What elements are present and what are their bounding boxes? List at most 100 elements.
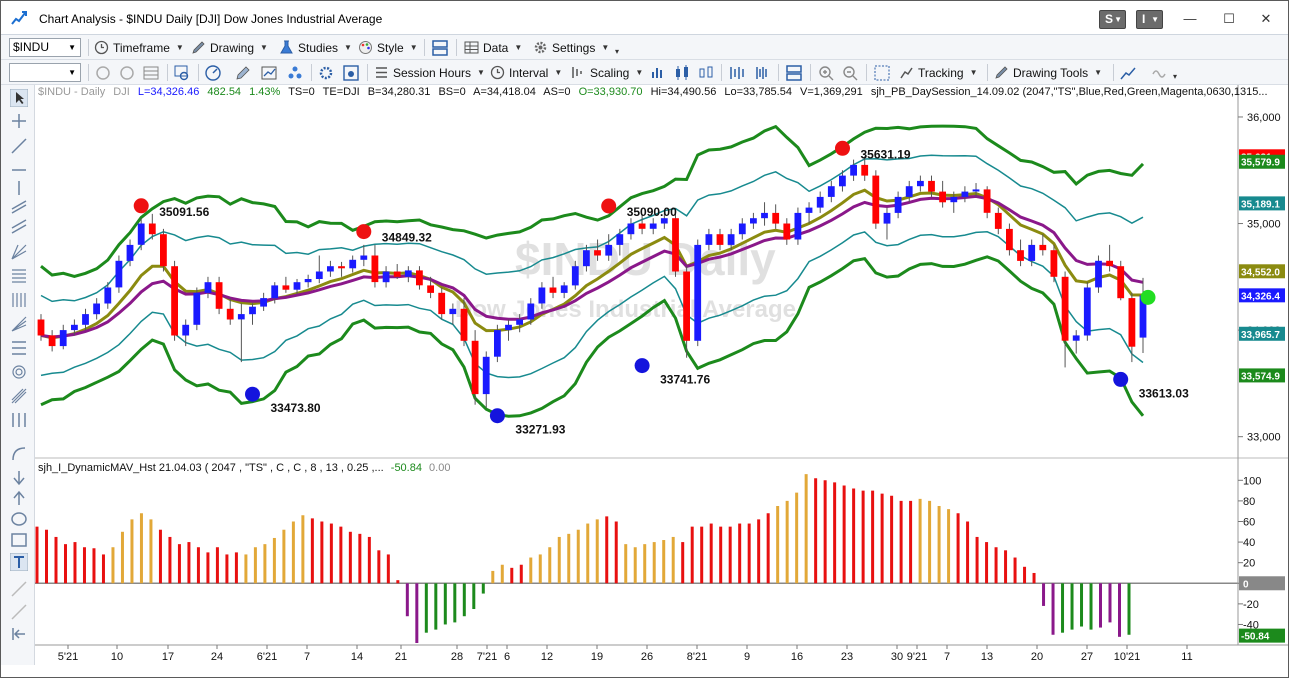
info-te: TE=DJI [322,86,360,98]
style-menu[interactable]: Style ▼ [358,38,418,57]
fibonacci-tool-icon[interactable] [10,267,28,285]
outer-band-lower [40,255,1145,418]
timeframe-menu[interactable]: Timeframe ▼ [94,38,184,57]
inner-band-upper [40,154,1144,303]
reload-icon[interactable] [118,64,136,82]
edit-drawing-icon[interactable] [234,64,252,82]
speed-lines-tool-icon[interactable] [10,411,28,429]
candle-body [505,324,512,331]
wave-icon[interactable] [1151,64,1169,82]
fib-vertical-tool-icon[interactable] [10,291,28,309]
speedometer-icon[interactable] [204,64,222,82]
crosshair-tool-icon[interactable] [10,112,28,130]
toolbar-overflow-icon[interactable]: ▾ [615,47,620,56]
panes-icon[interactable] [785,64,803,82]
arc-tool-icon[interactable] [10,445,28,463]
toolbar2-overflow-icon[interactable]: ▾ [1173,72,1178,81]
text-tool-icon[interactable] [10,553,28,571]
candle-body [605,244,613,256]
minimize-icon[interactable]: — [1183,11,1197,26]
symbol-link-s-button[interactable]: S ▼ [1099,10,1126,29]
vertical-line-tool-icon[interactable] [10,179,28,197]
window-settings-icon[interactable] [342,64,360,82]
arrow-down-tool-icon[interactable] [10,469,28,487]
drawing-tools-menu[interactable]: Drawing Tools ▼ [994,63,1102,82]
candle-body [338,266,345,269]
zoom-chart-icon[interactable] [173,64,191,82]
tracking-icon [900,67,913,79]
close-icon[interactable]: ✕ [1260,11,1272,26]
moving-average-slow [40,194,1144,339]
candle-body [82,314,89,325]
price-badge-label: 35,579.9 [1241,158,1280,169]
grid-icon[interactable] [142,64,160,82]
trend-chart-icon[interactable] [1119,64,1137,82]
candlestick-type-icon[interactable] [673,64,691,82]
candle-body [260,298,267,307]
bar-chart-type-icon[interactable] [649,64,667,82]
candle-body [438,292,446,315]
molecule-icon[interactable] [286,64,304,82]
fib-time-tool-icon[interactable] [10,339,28,357]
andrews-pitchfork-tool-icon[interactable] [10,387,28,405]
candle-body [1017,250,1024,261]
candle-body [204,282,212,293]
drawing-menu[interactable]: Drawing ▼ [191,38,268,57]
candle-body [683,271,690,341]
hollow-candle-icon[interactable] [697,64,715,82]
interval-clock-icon [490,65,505,80]
delete-drawing-icon[interactable] [10,603,28,621]
pencil-icon [192,41,205,54]
candle-body [1028,244,1036,261]
gann-tool-icon[interactable] [10,243,28,261]
zoom-in-icon[interactable] [817,64,835,82]
interval-link-i-button[interactable]: I ▼ [1136,10,1163,29]
date-tick-label: 12 [541,651,553,663]
refresh-icon[interactable] [94,64,112,82]
candle-body [471,340,479,395]
price-badge-label: 35,189.1 [1241,199,1280,210]
palette-icon [359,41,372,54]
symbol-combo[interactable]: $INDU ▼ [9,38,81,57]
layout-icon[interactable] [431,39,449,57]
ellipse-tool-icon[interactable] [10,510,28,528]
tracking-menu[interactable]: Tracking ▼ [899,63,978,82]
fib-arc-tool-icon[interactable] [10,363,28,381]
maximize-icon[interactable]: ☐ [1223,11,1235,26]
date-tick-label: 7'21 [477,651,497,663]
candle-body [215,282,223,309]
fib-speed-tool-icon[interactable] [10,315,28,333]
horizontal-line-tool-icon[interactable] [10,161,28,179]
pivot-label: 33741.76 [660,373,710,387]
scaling-menu[interactable]: Scaling ▼ [571,63,643,82]
format-settings-icon[interactable] [317,64,335,82]
candle-body [148,223,156,235]
rectangle-tool-icon[interactable] [10,531,28,549]
pivot-label: 35091.56 [159,205,209,219]
zoom-out-icon[interactable] [841,64,859,82]
interval-menu[interactable]: Interval ▼ [490,63,562,82]
bar-spacing-icon[interactable] [728,64,746,82]
date-tick-label: 19 [591,651,603,663]
trendline-tool-icon[interactable] [10,137,28,155]
channel-tool-icon[interactable] [10,219,28,237]
bar-spacing-narrow-icon[interactable] [753,64,771,82]
pointer-tool-icon[interactable] [10,89,28,107]
arrow-up-tool-icon[interactable] [10,489,28,507]
data-menu[interactable]: Data ▼ [464,38,522,57]
session-hours-menu[interactable]: Session Hours ▼ [374,63,485,82]
candle-body [1061,276,1069,341]
chart-wizard-icon[interactable] [260,64,278,82]
settings-menu[interactable]: Settings ▼ [533,38,609,57]
collapse-left-icon[interactable] [10,625,28,643]
oscillator-histogram [35,474,1238,643]
candle-body [660,218,668,224]
candle-body [928,180,935,192]
eraser-tool-icon[interactable] [10,580,28,598]
studies-menu[interactable]: Studies ▼ [279,38,352,57]
candle-body [727,234,735,245]
data-window-icon[interactable] [873,64,891,82]
workspace-combo[interactable]: ▼ [9,63,81,82]
price-chart[interactable]: $INDU Daily Dow Jones Industrial Average… [35,85,1288,677]
parallel-lines-tool-icon[interactable] [10,197,28,215]
